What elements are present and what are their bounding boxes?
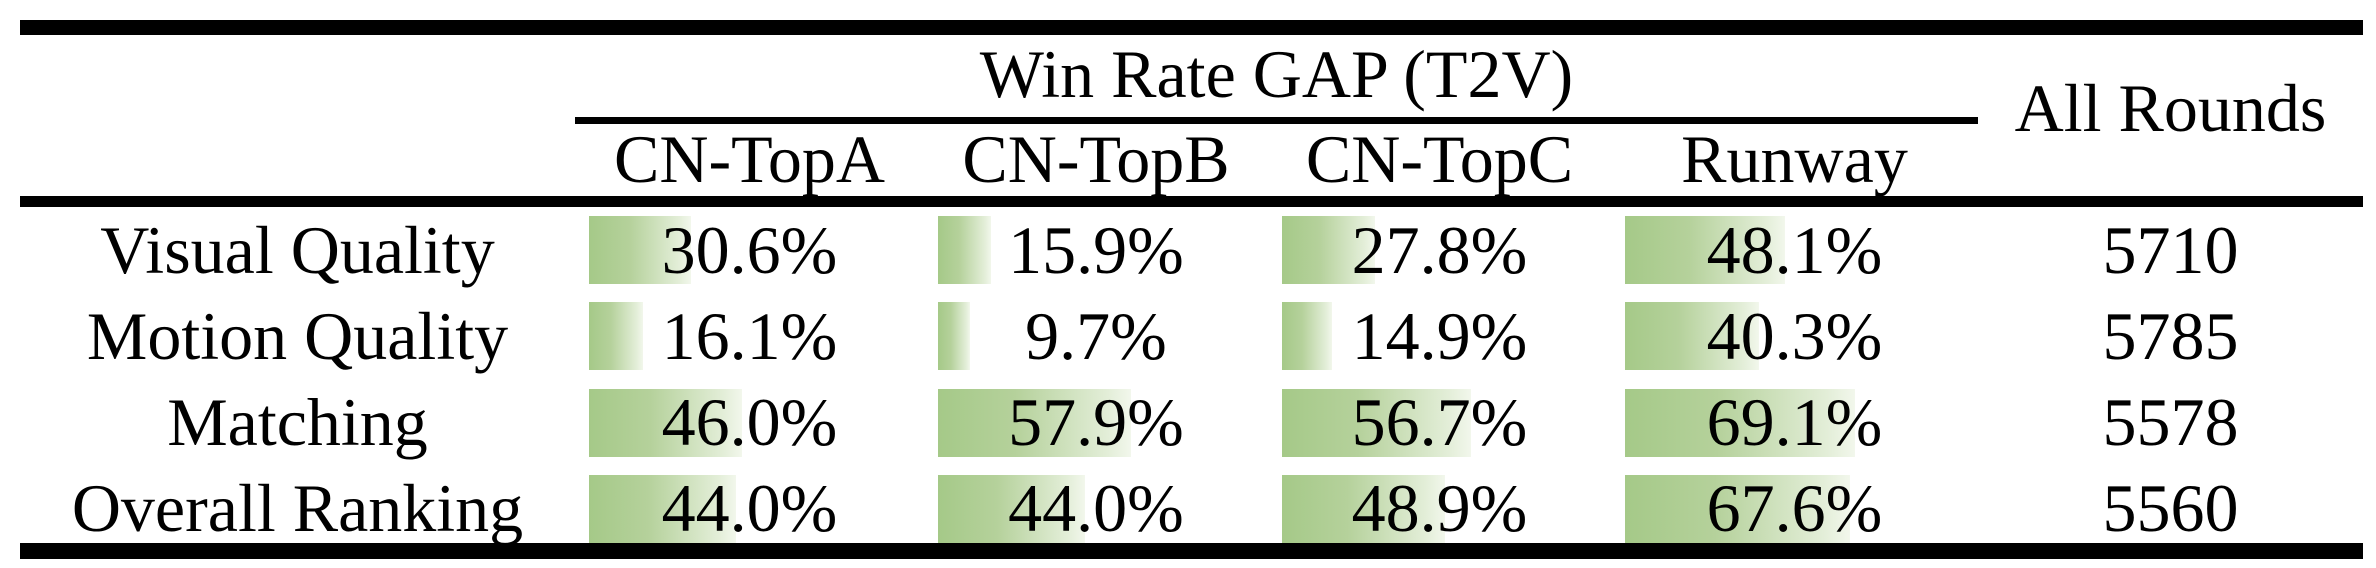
all-rounds-cell: 5785: [2102, 297, 2239, 374]
value-text: 15.9%: [1008, 211, 1184, 288]
column-header-runway: Runway: [1681, 120, 1908, 197]
data-bar: [589, 388, 743, 457]
data-bar: [938, 302, 971, 371]
value-cell: 16.1%: [575, 293, 924, 379]
value-text: 9.7%: [1025, 297, 1167, 374]
value-text: 56.7%: [1351, 384, 1528, 461]
data-bar: [1282, 474, 1445, 543]
table-row: Visual Quality 30.6% 15.9% 27.8% 48.1% 5…: [0, 207, 2376, 293]
data-bar: [1625, 474, 1851, 543]
table-row: Overall Ranking 44.0% 44.0% 48.9% 67.6% …: [0, 466, 2376, 552]
value-cell: 15.9%: [924, 207, 1268, 293]
value-cell: 27.8%: [1268, 207, 1611, 293]
row-label: Matching: [167, 384, 428, 461]
value-cell: 9.7%: [924, 293, 1268, 379]
value-cell: 69.1%: [1611, 380, 1978, 466]
value-text: 40.3%: [1706, 297, 1883, 374]
row-label: Motion Quality: [86, 297, 509, 374]
data-bar: [1282, 216, 1375, 284]
column-header-cn-topb: CN-TopB: [962, 120, 1230, 197]
value-text: 67.6%: [1706, 470, 1883, 547]
value-cell: 14.9%: [1268, 293, 1611, 379]
column-header-cn-topc: CN-TopC: [1305, 120, 1574, 197]
data-bar: [1282, 302, 1332, 371]
column-header-row: CN-TopA CN-TopB CN-TopC Runway: [0, 120, 2376, 197]
value-text: 69.1%: [1706, 384, 1883, 461]
column-header-all-rounds: All Rounds: [2014, 70, 2327, 146]
data-bar: [589, 474, 736, 543]
all-rounds-cell: 5578: [2102, 384, 2239, 461]
value-text: 48.9%: [1351, 470, 1528, 547]
value-text: 44.0%: [661, 470, 838, 547]
data-bar: [589, 216, 691, 284]
table-bottom-rule: [20, 543, 2363, 559]
value-cell: 44.0%: [575, 466, 924, 552]
table-header-rule: [20, 196, 2363, 207]
table-row: Matching 46.0% 57.9% 56.7% 69.1% 5578: [0, 380, 2376, 466]
all-rounds-cell: 5710: [2102, 211, 2239, 288]
value-text: 27.8%: [1351, 211, 1528, 288]
data-bar: [938, 216, 991, 284]
value-text: 14.9%: [1351, 297, 1528, 374]
value-cell: 56.7%: [1268, 380, 1611, 466]
value-cell: 57.9%: [924, 380, 1268, 466]
value-cell: 44.0%: [924, 466, 1268, 552]
row-label: Overall Ranking: [71, 470, 524, 547]
value-cell: 48.9%: [1268, 466, 1611, 552]
group-header-win-rate-gap: Win Rate GAP (T2V): [979, 36, 1574, 112]
group-header-underline: [575, 117, 1978, 124]
row-label: Visual Quality: [100, 211, 495, 288]
column-header-cn-topa: CN-TopA: [613, 120, 885, 197]
value-text: 44.0%: [1008, 470, 1184, 547]
value-text: 30.6%: [661, 211, 838, 288]
value-text: 46.0%: [661, 384, 838, 461]
data-bar: [938, 388, 1131, 457]
data-bar: [1625, 216, 1786, 284]
data-bar: [589, 302, 643, 371]
value-cell: 46.0%: [575, 380, 924, 466]
value-text: 57.9%: [1008, 384, 1184, 461]
value-cell: 67.6%: [1611, 466, 1978, 552]
data-bar: [938, 474, 1085, 543]
table-row: Motion Quality 16.1% 9.7% 14.9% 40.3% 57…: [0, 293, 2376, 379]
value-cell: 40.3%: [1611, 293, 1978, 379]
value-text: 48.1%: [1706, 211, 1883, 288]
data-bar: [1625, 302, 1760, 371]
table-top-rule: [20, 20, 2363, 35]
value-cell: 48.1%: [1611, 207, 1978, 293]
data-bar: [1282, 388, 1471, 457]
all-rounds-cell: 5560: [2102, 470, 2239, 547]
data-bar: [1625, 388, 1856, 457]
value-text: 16.1%: [661, 297, 838, 374]
value-cell: 30.6%: [575, 207, 924, 293]
